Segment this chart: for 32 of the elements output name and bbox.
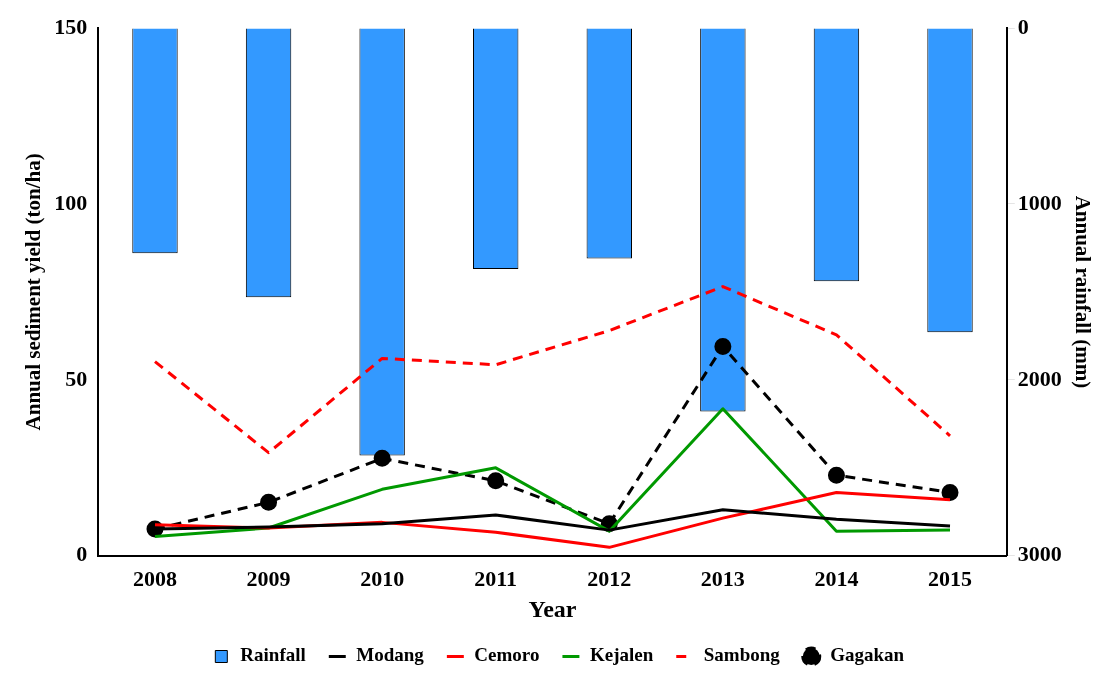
x-tick-label: 2014	[814, 565, 859, 591]
y-axis-title: Annual sediment yield (ton/ha)	[21, 153, 46, 431]
y-tick-label: 0	[76, 541, 88, 567]
y2-axis-title: Annual rainfall (mm)	[1070, 195, 1095, 389]
x-tick-label: 2010	[360, 565, 405, 591]
x-tick-label: 2009	[246, 565, 291, 591]
y2-tick-label: 2000	[1017, 365, 1062, 391]
legend-label: Kejalen	[589, 644, 654, 666]
legend-label: Modang	[356, 644, 425, 666]
x-tick-label: 2015	[928, 565, 973, 591]
y2-tick-label: 3000	[1017, 541, 1062, 567]
legend-label: Cemoro	[474, 644, 540, 666]
x-tick-label: 2012	[587, 565, 632, 591]
line-series	[153, 285, 952, 455]
x-tick-label: 2011	[474, 565, 518, 591]
x-tick-label: 2008	[132, 565, 177, 591]
point	[373, 449, 391, 467]
y-tick-label: 150	[54, 13, 88, 39]
x-axis-title: Year	[528, 595, 577, 622]
legend-label: Sambong	[703, 644, 781, 666]
point	[260, 493, 278, 511]
point	[941, 483, 959, 501]
y2-tick-label: 1000	[1017, 189, 1062, 215]
legend-label: Gagakan	[830, 644, 905, 666]
y-tick-label: 50	[65, 365, 88, 391]
legend-label: Rainfall	[240, 644, 306, 666]
point	[827, 466, 845, 484]
point	[487, 472, 505, 490]
y2-tick-label: 0	[1017, 13, 1029, 39]
y-tick-label: 100	[54, 189, 88, 215]
x-tick-label: 2013	[700, 565, 745, 591]
point	[714, 337, 732, 355]
